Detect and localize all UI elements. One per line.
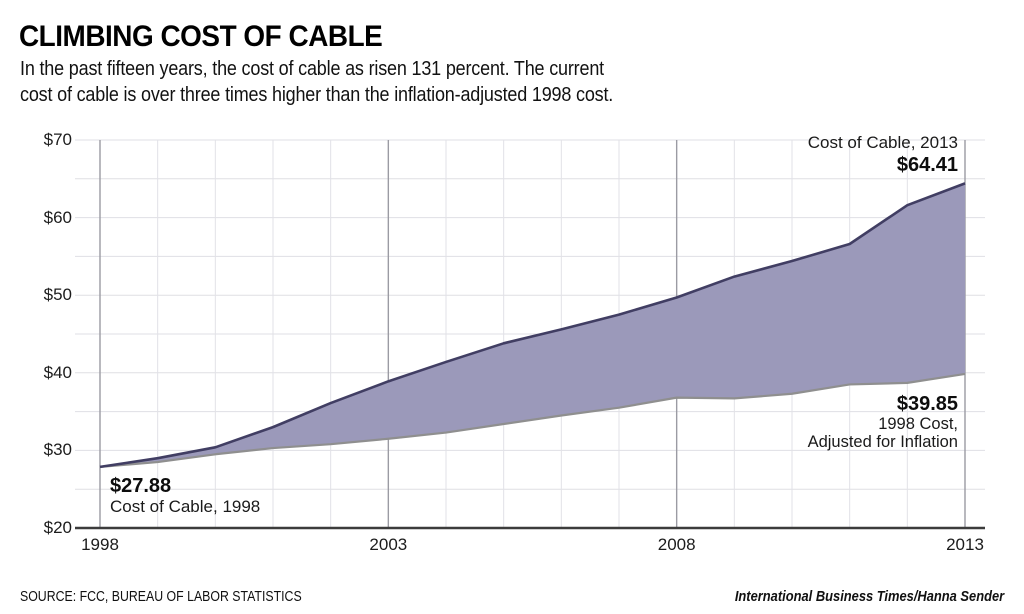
annotation-cable-1998-label: Cost of Cable, 1998 [110, 497, 261, 516]
source-text: SOURCE: FCC, BUREAU OF LABOR STATISTICS [20, 589, 302, 605]
annotation-inflation-value: $39.85 [896, 393, 958, 415]
annotation-cable-2013-label: Cost of Cable, 2013 [807, 133, 958, 152]
x-tick-label: 2003 [369, 535, 408, 554]
y-tick-label: $60 [43, 207, 72, 227]
annotation-cable-2013-value: $64.41 [896, 154, 958, 176]
page-subtitle: In the past fifteen years, the cost of c… [20, 56, 613, 108]
cost-of-cable-line [99, 182, 966, 469]
annotation-inflation-adjusted: $39.85 1998 Cost, Adjusted for Inflation [808, 393, 958, 451]
annotation-inflation-label-2: Adjusted for Inflation [807, 433, 958, 451]
y-tick-label: $30 [43, 440, 72, 460]
annotation-inflation-label-1: 1998 Cost, [878, 415, 958, 433]
annotation-cable-1998-value: $27.88 [110, 475, 172, 497]
annotation-cost-of-cable-2013: Cost of Cable, 2013 $64.41 [808, 132, 958, 177]
x-tick-label: 1998 [81, 535, 119, 554]
inflation-adjusted-line [99, 372, 966, 468]
subtitle-line-1: In the past fifteen years, the cost of c… [20, 58, 604, 80]
y-tick-label: $70 [43, 130, 72, 149]
x-tick-label: 2008 [657, 535, 696, 554]
x-tick-label: 2013 [946, 535, 984, 554]
annotation-cost-of-cable-1998: $27.88 Cost of Cable, 1998 [110, 475, 260, 516]
y-tick-label: $20 [43, 518, 72, 537]
subtitle-line-2: cost of cable is over three times higher… [20, 84, 614, 106]
cost-gap-band [100, 183, 965, 467]
page-title: CLIMBING COST OF CABLE [19, 20, 383, 53]
y-tick-label: $50 [43, 285, 72, 305]
credit-text: International Business Times/Hanna Sende… [734, 588, 1004, 605]
y-tick-label: $40 [43, 362, 72, 382]
